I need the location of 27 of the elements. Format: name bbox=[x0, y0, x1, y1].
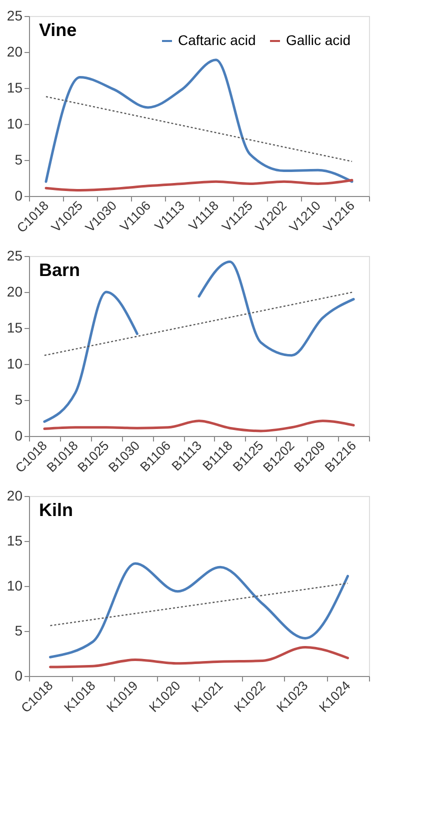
line-series bbox=[44, 178, 354, 192]
y-tick-label: 10 bbox=[6, 356, 23, 372]
line-series bbox=[49, 646, 349, 668]
legend-label: Caftaric acid bbox=[178, 32, 256, 48]
line-series bbox=[43, 420, 355, 432]
y-tick-label: 0 bbox=[14, 668, 23, 684]
y-tick-label: 20 bbox=[6, 44, 23, 60]
y-tick-label: 15 bbox=[6, 532, 23, 548]
y-tick-label: 15 bbox=[6, 320, 23, 336]
y-tick-label: 5 bbox=[14, 152, 23, 168]
legend-label: Gallic acid bbox=[286, 32, 351, 48]
y-tick-label: 5 bbox=[14, 622, 23, 638]
y-tick-label: 10 bbox=[6, 578, 23, 594]
chart-title: Vine bbox=[39, 20, 77, 40]
y-tick-label: 5 bbox=[14, 392, 23, 408]
line-series bbox=[49, 562, 349, 658]
chart-title: Kiln bbox=[39, 500, 73, 520]
y-tick-label: 0 bbox=[14, 188, 23, 204]
y-tick-label: 10 bbox=[6, 116, 23, 132]
y-tick-label: 25 bbox=[6, 8, 23, 24]
y-tick-label: 0 bbox=[14, 428, 23, 444]
y-tick-label: 20 bbox=[6, 284, 23, 300]
chart-title: Barn bbox=[39, 260, 80, 280]
y-tick-label: 20 bbox=[6, 488, 23, 504]
line-series bbox=[44, 58, 354, 183]
y-tick-label: 25 bbox=[6, 248, 23, 264]
y-tick-label: 15 bbox=[6, 80, 23, 96]
